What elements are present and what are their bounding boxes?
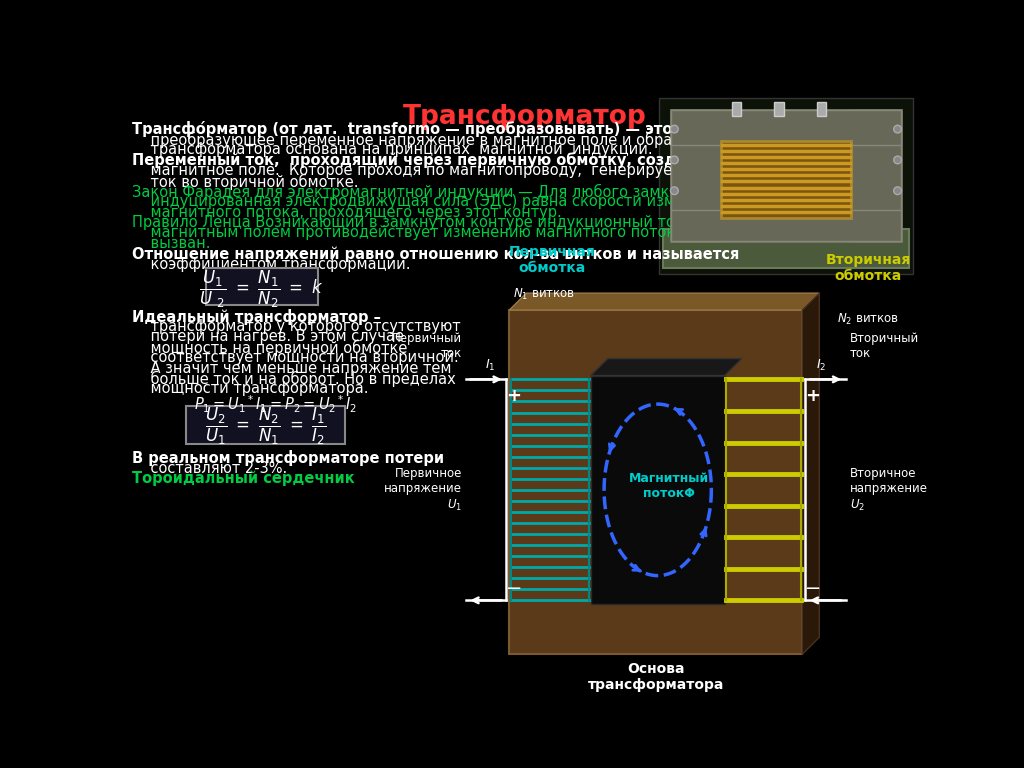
Text: $\dfrac{U_2}{U_1}\ =\ \dfrac{N_2}{N_1}\ =\ \dfrac{I_1}{I_2}$: $\dfrac{U_2}{U_1}\ =\ \dfrac{N_2}{N_1}\ … bbox=[205, 406, 327, 447]
Text: Закон Фарадея для электромагнитной индукции — Для любого замкнутого контура: Закон Фарадея для электромагнитной индук… bbox=[132, 184, 788, 200]
Bar bbox=[732, 102, 741, 116]
Text: соответствует мощности на вторичной.: соответствует мощности на вторичной. bbox=[132, 350, 459, 365]
Text: Трансформатор: Трансформатор bbox=[402, 104, 647, 131]
Text: Правило Ленца Возникающий в замкнутом контуре индукционный ток своим: Правило Ленца Возникающий в замкнутом ко… bbox=[132, 215, 734, 230]
Text: мощности трансформатора.: мощности трансформатора. bbox=[132, 381, 369, 396]
Bar bbox=[721, 141, 851, 217]
Circle shape bbox=[894, 156, 901, 164]
Text: коэффициентом трансформации.: коэффициентом трансформации. bbox=[132, 257, 411, 272]
Text: $I_2$: $I_2$ bbox=[816, 358, 826, 373]
Text: А значит чем меньше напряжение тем: А значит чем меньше напряжение тем bbox=[132, 360, 452, 376]
Text: +: + bbox=[806, 387, 820, 406]
Text: Трансфо́рматор (от лат.  transformo — преобразовывать) — это устройство: Трансфо́рматор (от лат. transformo — пре… bbox=[132, 121, 771, 137]
Text: −: − bbox=[506, 579, 522, 598]
Polygon shape bbox=[591, 359, 741, 376]
Text: Первичное
напряжение
$U_1$: Первичное напряжение $U_1$ bbox=[384, 467, 462, 512]
Text: Магнитный
потокΦ: Магнитный потокΦ bbox=[630, 472, 710, 500]
Bar bbox=[671, 110, 901, 241]
Text: Тороидальный сердечник: Тороидальный сердечник bbox=[132, 471, 354, 486]
Text: мощность на первичной обмотке: мощность на первичной обмотке bbox=[132, 339, 408, 356]
Text: Вторичный
ток: Вторичный ток bbox=[850, 332, 919, 360]
Text: Отношение напряжений равно отношению кол-ва витков и называется: Отношение напряжений равно отношению кол… bbox=[132, 247, 739, 262]
Text: $\dfrac{U_1}{U\ _2}\ =\ \dfrac{N_1}{N_2}\ =\ k$: $\dfrac{U_1}{U\ _2}\ =\ \dfrac{N_1}{N_2}… bbox=[200, 269, 324, 310]
Bar bbox=[671, 110, 901, 144]
Bar bbox=[591, 376, 725, 604]
Text: Первичная
обмотка: Первичная обмотка bbox=[509, 245, 595, 276]
Text: $N_2$ витков: $N_2$ витков bbox=[837, 312, 899, 326]
Circle shape bbox=[894, 187, 901, 194]
Bar bbox=[663, 229, 909, 268]
Text: Переменный ток,  проходящий через первичную обмотку, создает переменное: Переменный ток, проходящий через первичн… bbox=[132, 153, 812, 168]
Text: +: + bbox=[507, 387, 521, 406]
Text: больше ток и на оборот. Но в пределах: больше ток и на оборот. Но в пределах bbox=[132, 371, 456, 387]
Polygon shape bbox=[802, 293, 819, 654]
Text: составляют 2-3%.: составляют 2-3%. bbox=[132, 461, 287, 475]
Text: $N_1$ витков: $N_1$ витков bbox=[513, 287, 575, 303]
Circle shape bbox=[671, 125, 678, 133]
Circle shape bbox=[671, 156, 678, 164]
Text: ток во вторичной обмотке.: ток во вторичной обмотке. bbox=[132, 174, 358, 190]
Text: индуцированная электродвижущая сила (ЭДС) равна скорости изменения: индуцированная электродвижущая сила (ЭДС… bbox=[132, 194, 731, 209]
Text: трансформатора основана на принципах  магнитной  индукции.: трансформатора основана на принципах маг… bbox=[132, 142, 652, 157]
Text: магнитного потока, проходящего через этот контур.: магнитного потока, проходящего через это… bbox=[132, 204, 561, 220]
Circle shape bbox=[894, 125, 901, 133]
Bar bbox=[658, 98, 913, 274]
Circle shape bbox=[671, 187, 678, 194]
Text: Вторичное
напряжение
$U_2$: Вторичное напряжение $U_2$ bbox=[850, 467, 928, 512]
Text: $P_1=U_1{^*}I_1=P_2=U_2{^*}I_2$: $P_1=U_1{^*}I_1=P_2=U_2{^*}I_2$ bbox=[194, 393, 356, 415]
Bar bbox=[774, 102, 783, 116]
Text: вызван.: вызван. bbox=[132, 236, 210, 251]
Text: Вторичная
обмотка: Вторичная обмотка bbox=[825, 253, 910, 283]
Text: В реальном трансформаторе потери: В реальном трансформаторе потери bbox=[132, 450, 444, 466]
Bar bbox=[509, 310, 802, 654]
Text: потери на нагрев. В этом случае: потери на нагрев. В этом случае bbox=[132, 329, 403, 344]
Text: Первичный
ток: Первичный ток bbox=[392, 332, 462, 360]
Bar bbox=[851, 110, 901, 241]
Bar bbox=[671, 110, 721, 241]
Text: Основа
трансформатора: Основа трансформатора bbox=[588, 662, 724, 692]
Text: −: − bbox=[805, 579, 821, 598]
Polygon shape bbox=[509, 293, 819, 310]
Bar bbox=[817, 102, 826, 116]
Text: магнитным полем противодействует изменению магнитного потока, которым он: магнитным полем противодействует изменен… bbox=[132, 225, 783, 240]
Bar bbox=[186, 406, 345, 444]
Text: $I_1$: $I_1$ bbox=[484, 358, 496, 373]
Text: преобразующее переменное напряжение в магнитное поле и обратно. Работа: преобразующее переменное напряжение в ма… bbox=[132, 132, 762, 148]
Bar bbox=[671, 210, 901, 241]
Bar bbox=[206, 269, 317, 306]
Text: магнитное поле.  Которое проходя по магнитопроводу,  генерирует переменный: магнитное поле. Которое проходя по магни… bbox=[132, 163, 782, 178]
Text: трансформатор у которого отсутствуют: трансформатор у которого отсутствуют bbox=[132, 319, 461, 334]
Text: Идеальный трансформатор –: Идеальный трансформатор – bbox=[132, 309, 381, 325]
